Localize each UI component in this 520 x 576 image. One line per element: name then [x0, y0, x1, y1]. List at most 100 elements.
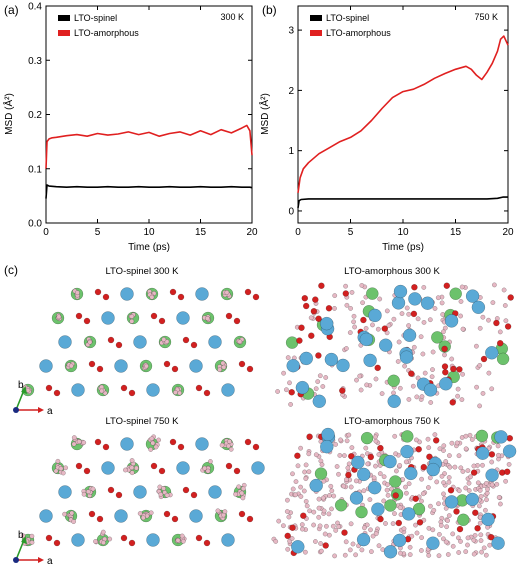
- pink-atom: [471, 537, 477, 543]
- pink-atom: [413, 522, 418, 528]
- pink-atom: [351, 313, 357, 319]
- red-atom: [45, 534, 53, 542]
- pink-atom: [90, 486, 96, 492]
- pink-atom: [454, 440, 460, 446]
- pink-atom: [441, 443, 447, 449]
- pink-atom: [161, 485, 167, 491]
- series-line-lto-spinel: [297, 196, 508, 209]
- large-atom: [391, 296, 406, 310]
- pink-atom: [328, 483, 334, 489]
- series-line-lto-amorphous: [297, 35, 509, 194]
- green-atom: [384, 499, 397, 512]
- large-atom: [401, 507, 416, 521]
- large-atom: [356, 467, 371, 482]
- pink-atom: [434, 479, 440, 485]
- pink-atom: [215, 508, 221, 514]
- red-atom: [53, 539, 61, 547]
- pink-atom: [359, 547, 365, 553]
- pink-atom: [280, 523, 286, 529]
- red-atom: [296, 337, 303, 344]
- pink-atom: [81, 440, 87, 446]
- pink-atom: [475, 480, 481, 486]
- pink-atom: [281, 370, 287, 376]
- pink-atom: [384, 308, 390, 314]
- large-atom: [426, 536, 440, 550]
- pink-atom: [393, 468, 399, 474]
- pink-atom: [420, 351, 426, 357]
- pink-atom: [385, 492, 391, 498]
- green-atom: [314, 467, 328, 480]
- pink-atom: [469, 437, 475, 442]
- pink-atom: [298, 494, 304, 499]
- red-atom: [115, 491, 123, 499]
- red-atom: [442, 369, 449, 376]
- pink-atom: [358, 387, 364, 393]
- y-tick-label: 0.2: [28, 110, 42, 121]
- pink-atom: [303, 498, 309, 504]
- large-atom: [195, 437, 209, 451]
- pink-atom: [322, 531, 328, 537]
- snapshot-amorphous-300k: [275, 282, 514, 409]
- pink-atom: [397, 550, 403, 556]
- pink-atom: [430, 367, 435, 373]
- pink-atom: [164, 492, 170, 498]
- pink-atom: [397, 385, 403, 391]
- large-atom: [101, 311, 115, 325]
- red-atom: [315, 315, 322, 322]
- pink-atom: [443, 459, 449, 464]
- pink-atom: [428, 400, 434, 405]
- pink-atom: [326, 511, 332, 517]
- pink-atom: [506, 461, 512, 467]
- pink-atom: [321, 478, 327, 484]
- red-atom: [426, 453, 433, 461]
- pink-atom: [367, 497, 373, 503]
- pink-atom: [316, 514, 322, 520]
- pink-atom: [161, 337, 167, 342]
- legend-swatch-spinel: [310, 15, 322, 21]
- pink-atom: [489, 482, 495, 488]
- pink-atom: [420, 491, 426, 497]
- pink-atom: [364, 382, 370, 388]
- pink-atom: [158, 491, 164, 497]
- pink-atom: [477, 487, 483, 493]
- x-tick-label: 15: [450, 227, 462, 238]
- red-atom: [306, 433, 313, 440]
- red-atom: [318, 282, 325, 290]
- pink-atom: [312, 539, 318, 544]
- pink-atom: [455, 535, 461, 541]
- large-atom: [426, 462, 440, 477]
- pink-atom: [320, 495, 326, 501]
- large-atom: [58, 335, 72, 349]
- pink-atom: [338, 437, 343, 443]
- axis-label-b: b: [18, 530, 24, 541]
- pink-atom: [74, 290, 80, 296]
- pink-atom: [458, 538, 463, 544]
- large-atom: [176, 311, 190, 325]
- pink-atom: [415, 316, 421, 322]
- large-atom: [176, 461, 190, 475]
- y-tick-label: 0.0: [28, 219, 42, 230]
- red-atom: [88, 510, 96, 518]
- pink-atom: [414, 530, 420, 536]
- pink-atom: [303, 462, 309, 468]
- green-atom: [449, 287, 462, 300]
- pink-atom: [60, 470, 66, 476]
- large-atom: [439, 377, 453, 391]
- pink-atom: [143, 363, 149, 369]
- pink-atom: [473, 343, 479, 349]
- pink-atom: [399, 311, 405, 317]
- pink-atom: [352, 324, 358, 330]
- green-atom: [366, 287, 379, 300]
- pink-atom: [415, 375, 421, 381]
- pink-atom: [63, 465, 69, 471]
- pink-atom: [370, 533, 376, 539]
- pink-atom: [204, 315, 210, 321]
- red-atom: [163, 360, 171, 368]
- green-atom: [457, 513, 470, 527]
- pink-atom: [383, 521, 388, 526]
- pink-atom: [442, 325, 448, 331]
- pink-atom: [402, 363, 408, 369]
- red-atom: [348, 452, 355, 460]
- pink-atom: [465, 542, 470, 548]
